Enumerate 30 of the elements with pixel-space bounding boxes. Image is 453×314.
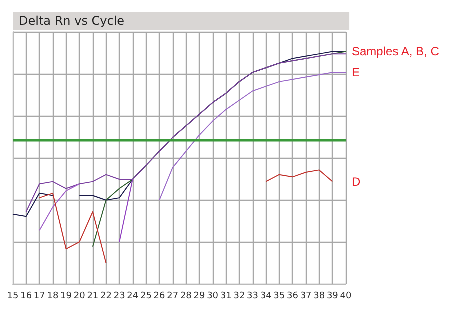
x-tick-label: 21 xyxy=(87,292,99,302)
x-tick-label: 32 xyxy=(234,292,246,302)
x-tick-label: 23 xyxy=(114,292,126,302)
x-tick-label: 30 xyxy=(207,292,219,302)
x-tick-label: 31 xyxy=(220,292,232,302)
text: Samples A, B, C xyxy=(352,44,440,59)
x-tick-label: 15 xyxy=(7,292,19,302)
x-tick-label: 39 xyxy=(326,292,339,302)
x-tick-label: 37 xyxy=(300,292,312,302)
x-tick-label: 34 xyxy=(260,292,272,302)
x-tick-label: 28 xyxy=(180,292,192,302)
x-tick-label: 16 xyxy=(20,292,32,302)
x-tick-label: 33 xyxy=(247,292,258,302)
x-tick-label: 24 xyxy=(127,292,139,302)
x-tick-label: 26 xyxy=(154,292,166,302)
x-tick-label: 17 xyxy=(34,292,46,302)
x-tick-label: 22 xyxy=(100,292,112,302)
x-tick-label: 38 xyxy=(314,292,326,302)
x-tick-label: 40 xyxy=(340,292,352,302)
x-tick-label: 19 xyxy=(60,292,72,302)
series-label: D xyxy=(352,174,361,189)
x-tick-label: 20 xyxy=(74,292,86,302)
x-tick-label: 29 xyxy=(194,292,206,302)
chart-title: Delta Rn vs Cycle xyxy=(19,14,125,28)
x-tick-label: 25 xyxy=(140,292,152,302)
x-tick-label: 27 xyxy=(167,292,179,302)
series-label: E xyxy=(352,66,360,80)
x-tick-label: 18 xyxy=(47,292,59,302)
x-tick-label: 36 xyxy=(286,292,299,302)
x-tick-label: 35 xyxy=(274,292,286,302)
